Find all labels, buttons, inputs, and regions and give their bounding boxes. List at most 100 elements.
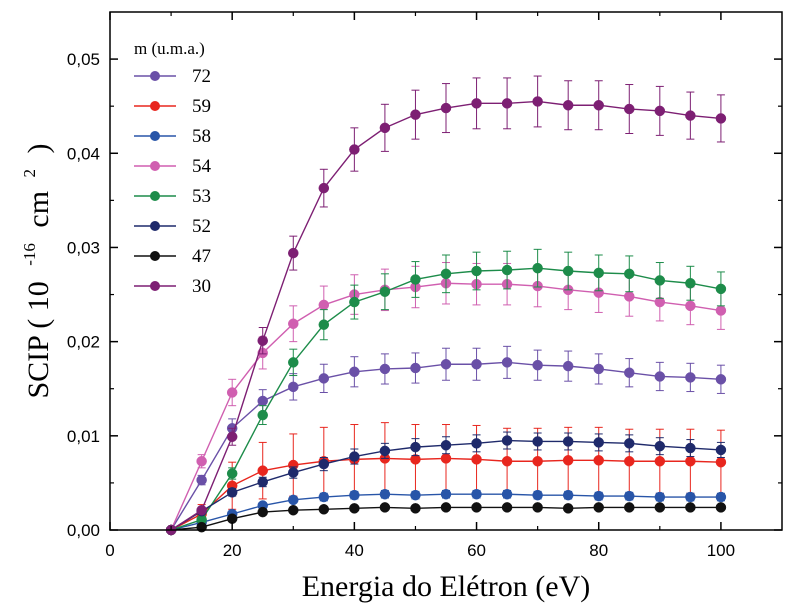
legend-items: 72 59 58 54 53 52 47 30 [134, 66, 212, 297]
data-point [288, 357, 299, 368]
y-tick-label: 0,02 [67, 333, 100, 352]
data-point [410, 362, 421, 374]
data-point [440, 358, 452, 370]
data-point [226, 487, 238, 498]
data-point [226, 468, 238, 479]
data-point [440, 453, 452, 464]
data-point [624, 455, 635, 467]
y-tick-label: 0,03 [67, 238, 100, 257]
data-point [532, 436, 543, 447]
data-point [257, 465, 268, 476]
data-point [196, 455, 207, 467]
y-axis-title-exp1: -16 [20, 243, 39, 266]
data-point [501, 502, 513, 513]
data-point [410, 489, 421, 501]
data-point [501, 264, 513, 276]
data-point [288, 381, 299, 393]
data-point [410, 503, 421, 514]
data-point [501, 357, 513, 368]
legend-label: 47 [192, 246, 211, 267]
data-point [715, 444, 727, 456]
data-point [471, 438, 482, 449]
data-point [532, 359, 543, 371]
data-point [471, 265, 482, 277]
data-point [593, 267, 604, 279]
data-point [593, 455, 604, 466]
data-point [440, 102, 452, 114]
data-point [685, 442, 696, 454]
y-axis-title: SCIP ( 10 -16 cm 2 ) [9, 143, 55, 398]
data-point [471, 358, 482, 370]
data-point [440, 268, 452, 280]
data-point [532, 262, 543, 274]
data-point [379, 445, 391, 457]
y-axis-title-suffix: ) [22, 143, 55, 153]
data-point [318, 491, 330, 503]
plot-frame [109, 11, 783, 531]
data-point [288, 318, 299, 329]
data-point [624, 291, 635, 302]
y-tick-label: 0,00 [67, 521, 100, 540]
data-point [318, 182, 330, 194]
data-point [257, 506, 268, 518]
legend-marker [150, 161, 160, 171]
data-point [654, 455, 666, 467]
data-point [501, 488, 513, 500]
data-point [685, 300, 696, 312]
legend-marker [150, 251, 160, 261]
legend-label: 30 [192, 276, 211, 297]
data-point [685, 502, 696, 513]
legend-label: 72 [192, 66, 211, 87]
data-point [715, 491, 727, 503]
data-point [257, 409, 268, 421]
series-53 [165, 248, 727, 536]
data-point [624, 367, 635, 378]
data-point [288, 494, 299, 506]
data-point [532, 96, 543, 107]
data-point [379, 502, 391, 513]
data-point [318, 373, 330, 384]
data-point [318, 504, 330, 515]
series-layer [165, 75, 727, 536]
legend-title: m (u.m.a.) [134, 39, 205, 58]
data-point [562, 436, 574, 447]
data-point [410, 109, 421, 120]
data-point [257, 395, 268, 407]
data-point [471, 98, 482, 109]
data-point [624, 438, 635, 449]
data-point [624, 502, 635, 513]
data-point [654, 371, 666, 382]
data-point [562, 455, 574, 466]
data-point [593, 363, 604, 375]
y-tick-label: 0,04 [67, 144, 100, 163]
data-point [562, 360, 574, 372]
data-point [318, 458, 330, 470]
data-point [288, 247, 299, 259]
series-59 [165, 422, 727, 536]
data-point [562, 265, 574, 277]
legend-label: 52 [192, 216, 211, 237]
x-tick-label: 40 [345, 541, 364, 560]
data-point [715, 456, 727, 468]
data-point [685, 491, 696, 503]
data-point [349, 144, 360, 155]
data-point [685, 372, 696, 383]
data-point [318, 319, 330, 330]
axis-ticks: 0 20 40 60 80 100 0,00 0,01 0,02 0,03 0,04 0,05 [67, 12, 782, 560]
data-point [532, 489, 543, 501]
legend-marker [150, 131, 160, 141]
data-point [624, 268, 635, 280]
legend-marker [150, 71, 160, 81]
data-point [654, 275, 666, 286]
legend-label: 59 [192, 96, 211, 117]
data-point [715, 502, 727, 513]
data-point [440, 439, 452, 451]
data-point [471, 488, 482, 500]
legend-marker [150, 191, 160, 201]
x-tick-label: 0 [105, 541, 114, 560]
data-point [257, 476, 268, 488]
y-axis-title-exp2: 2 [20, 169, 39, 178]
legend-marker [150, 101, 160, 111]
data-point [196, 504, 207, 516]
series-72 [165, 345, 727, 536]
